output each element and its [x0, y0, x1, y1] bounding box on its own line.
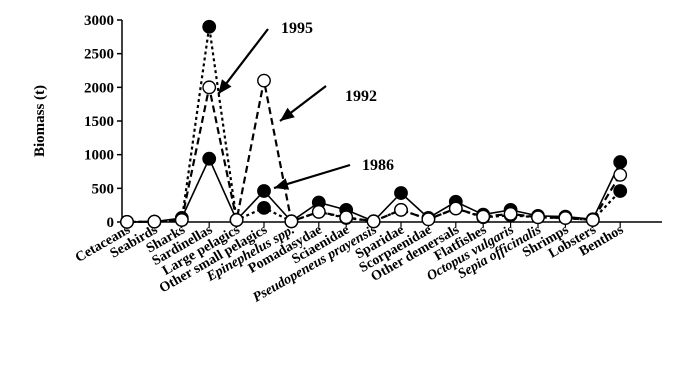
series-lines — [126, 26, 622, 223]
data-point-1992 — [585, 213, 600, 227]
data-point-1995 — [257, 200, 271, 215]
data-point-1992 — [174, 213, 189, 227]
series-line-1995 — [126, 26, 621, 223]
y-tick-label: 2000 — [84, 80, 114, 96]
data-point-1992 — [394, 202, 408, 217]
y-tick-label: 500 — [92, 181, 115, 197]
data-point-1992 — [476, 209, 491, 224]
data-point-1995 — [202, 19, 217, 34]
x-ticks: CetaceansSeabirdsSharksSardinellasLarge … — [73, 222, 627, 306]
data-point-1992 — [558, 211, 573, 225]
data-point-1992 — [147, 214, 162, 229]
y-tick-label: 1000 — [84, 148, 114, 164]
data-point-1992 — [202, 80, 217, 95]
data-point-1992 — [503, 207, 518, 221]
data-point-1992 — [366, 214, 381, 229]
y-tick-label: 3000 — [84, 13, 114, 29]
annotations: 1995 1992 1986 — [281, 20, 394, 174]
data-point-1986 — [202, 151, 217, 166]
data-point-1986 — [613, 155, 628, 169]
y-ticks: 0 500 1000 1500 2000 2500 3000 — [84, 13, 122, 231]
data-point-1992 — [311, 204, 326, 219]
series-label-1992: 1992 — [345, 88, 377, 105]
data-point-1995 — [613, 184, 628, 198]
data-point-1992 — [448, 201, 463, 216]
series-label-1986: 1986 — [362, 157, 394, 174]
data-point-1992 — [257, 73, 271, 88]
data-point-1992 — [421, 212, 436, 227]
data-point-1992 — [120, 214, 134, 229]
data-point-1992 — [284, 214, 299, 229]
annotation-arrows — [217, 28, 351, 190]
annotation-arrow-head — [274, 178, 290, 190]
data-point-1992 — [613, 167, 628, 182]
series-points — [120, 19, 628, 229]
y-axis-title: Biomass (t) — [32, 85, 48, 157]
data-point-1986 — [394, 186, 408, 200]
series-label-1995: 1995 — [281, 20, 313, 37]
data-point-1992 — [531, 210, 545, 225]
data-point-1992 — [229, 213, 244, 227]
y-tick-label: 1500 — [84, 114, 114, 130]
y-tick-label: 0 — [107, 215, 115, 231]
annotation-arrow-head — [218, 79, 232, 95]
y-tick-label: 2500 — [84, 47, 114, 63]
data-point-1986 — [257, 184, 271, 198]
data-point-1992 — [339, 210, 354, 225]
annotation-arrow-head — [280, 107, 295, 121]
